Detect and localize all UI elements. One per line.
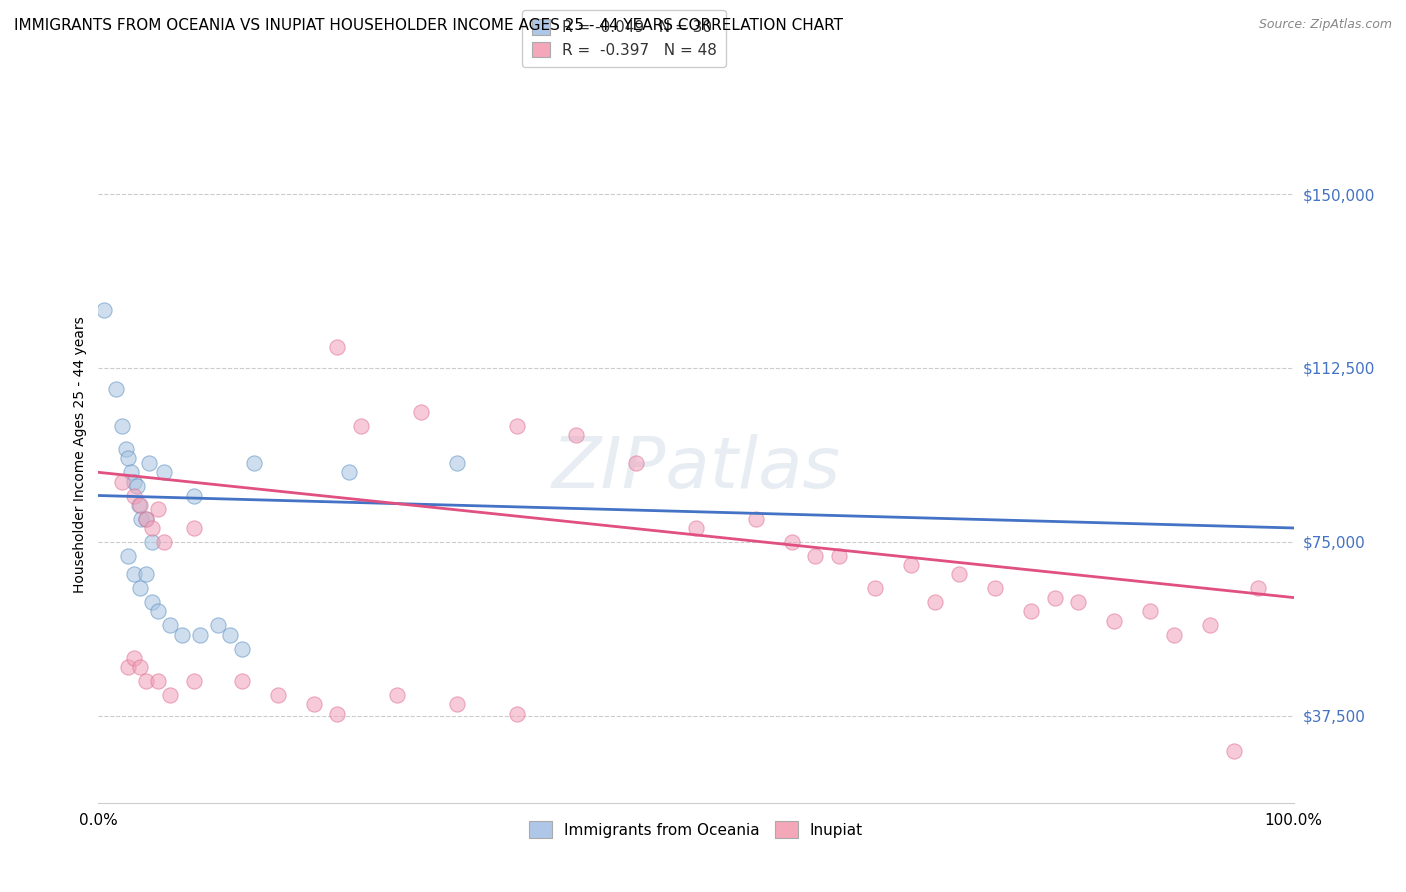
Point: [385, 688, 409, 702]
Point: [984, 582, 1007, 596]
Point: [326, 340, 349, 354]
Point: [141, 595, 163, 609]
Point: [124, 567, 146, 582]
Point: [506, 418, 529, 433]
Point: [506, 706, 529, 721]
Point: [141, 521, 163, 535]
Point: [117, 660, 139, 674]
Point: [135, 567, 157, 582]
Point: [1247, 582, 1270, 596]
Text: ZIPatlas: ZIPatlas: [551, 434, 841, 503]
Point: [138, 456, 160, 470]
Point: [326, 706, 349, 721]
Legend: Immigrants from Oceania, Inupiat: Immigrants from Oceania, Inupiat: [523, 815, 869, 844]
Point: [117, 451, 139, 466]
Point: [120, 466, 142, 480]
Point: [1199, 618, 1222, 632]
Point: [1043, 591, 1066, 605]
Point: [148, 605, 170, 619]
Point: [1067, 595, 1090, 609]
Point: [219, 628, 242, 642]
Point: [148, 674, 170, 689]
Point: [207, 618, 229, 632]
Point: [865, 582, 887, 596]
Point: [565, 428, 588, 442]
Y-axis label: Householder Income Ages 25 - 44 years: Householder Income Ages 25 - 44 years: [73, 317, 87, 593]
Point: [125, 479, 148, 493]
Point: [159, 688, 181, 702]
Point: [141, 534, 163, 549]
Point: [900, 558, 922, 573]
Point: [745, 511, 768, 525]
Point: [124, 489, 146, 503]
Point: [148, 502, 170, 516]
Point: [129, 660, 152, 674]
Point: [111, 475, 134, 489]
Point: [115, 442, 138, 456]
Point: [350, 418, 373, 433]
Point: [124, 651, 146, 665]
Point: [626, 456, 648, 470]
Text: Source: ZipAtlas.com: Source: ZipAtlas.com: [1258, 18, 1392, 31]
Point: [243, 456, 266, 470]
Point: [129, 498, 152, 512]
Point: [1139, 605, 1161, 619]
Point: [135, 511, 157, 525]
Point: [183, 521, 205, 535]
Point: [111, 418, 134, 433]
Point: [93, 303, 115, 318]
Text: IMMIGRANTS FROM OCEANIA VS INUPIAT HOUSEHOLDER INCOME AGES 25 - 44 YEARS CORRELA: IMMIGRANTS FROM OCEANIA VS INUPIAT HOUSE…: [14, 18, 844, 33]
Point: [231, 641, 253, 656]
Point: [153, 466, 176, 480]
Point: [135, 511, 157, 525]
Point: [231, 674, 253, 689]
Point: [411, 405, 433, 419]
Point: [828, 549, 851, 563]
Point: [117, 549, 139, 563]
Point: [1163, 628, 1185, 642]
Point: [1104, 614, 1126, 628]
Point: [129, 582, 152, 596]
Point: [924, 595, 946, 609]
Point: [131, 511, 153, 525]
Point: [780, 534, 803, 549]
Point: [948, 567, 970, 582]
Point: [188, 628, 211, 642]
Point: [128, 498, 150, 512]
Point: [339, 466, 361, 480]
Point: [446, 698, 468, 712]
Point: [302, 698, 325, 712]
Point: [135, 674, 157, 689]
Point: [105, 382, 128, 396]
Point: [183, 674, 205, 689]
Point: [172, 628, 194, 642]
Point: [1019, 605, 1042, 619]
Point: [267, 688, 290, 702]
Point: [1223, 744, 1246, 758]
Point: [446, 456, 468, 470]
Point: [804, 549, 827, 563]
Point: [124, 475, 146, 489]
Point: [685, 521, 707, 535]
Point: [159, 618, 181, 632]
Point: [153, 534, 176, 549]
Point: [183, 489, 205, 503]
